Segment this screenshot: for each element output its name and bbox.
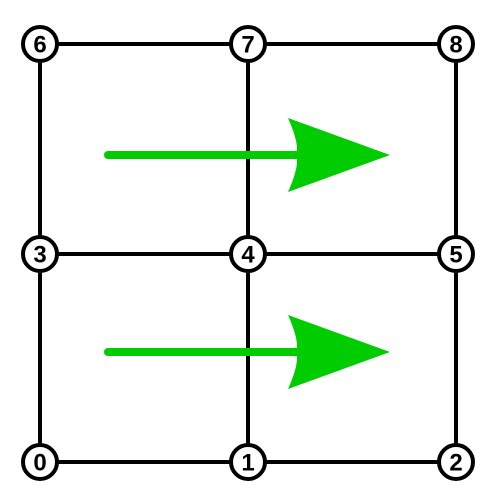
arrow-head <box>288 315 390 389</box>
arrow-head <box>288 118 390 192</box>
node-4: 4 <box>229 235 267 273</box>
node-label: 1 <box>241 450 254 477</box>
node-label: 7 <box>241 32 254 59</box>
node-label: 4 <box>241 242 255 269</box>
node-3: 3 <box>21 235 59 273</box>
node-1: 1 <box>229 443 267 481</box>
node-label: 5 <box>449 242 462 269</box>
node-7: 7 <box>229 25 267 63</box>
node-circle <box>21 235 59 273</box>
node-circle <box>229 25 267 63</box>
arrow-right-icon <box>104 315 390 389</box>
arrow-right-icon <box>104 118 390 192</box>
node-label: 2 <box>449 450 462 477</box>
node-5: 5 <box>437 235 475 273</box>
node-8: 8 <box>437 25 475 63</box>
edges <box>38 42 458 464</box>
node-circle <box>229 443 267 481</box>
node-0: 0 <box>21 443 59 481</box>
node-circle <box>229 235 267 273</box>
node-label: 0 <box>33 450 46 477</box>
node-2: 2 <box>437 443 475 481</box>
node-label: 3 <box>33 242 46 269</box>
node-6: 6 <box>21 25 59 63</box>
arrows <box>104 118 390 389</box>
node-circle <box>437 25 475 63</box>
node-circle <box>437 235 475 273</box>
node-circle <box>437 443 475 481</box>
node-label: 8 <box>449 32 462 59</box>
nodes: 0 1 2 3 4 5 6 7 8 <box>21 25 475 481</box>
node-circle <box>21 25 59 63</box>
node-circle <box>21 443 59 481</box>
node-label: 6 <box>33 32 46 59</box>
